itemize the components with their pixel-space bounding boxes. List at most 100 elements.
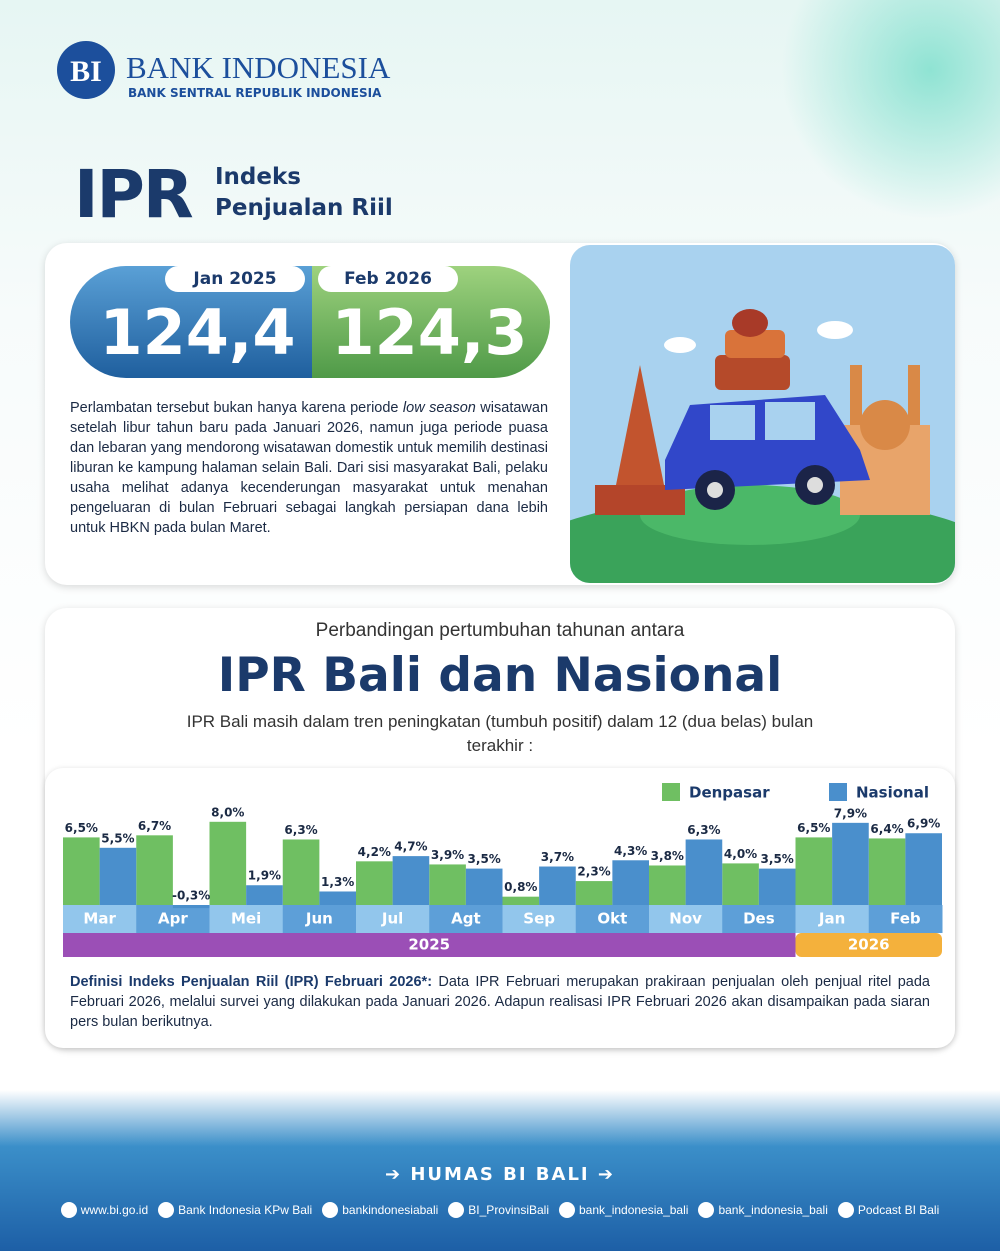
x-tick-label: Apr [158, 910, 188, 928]
value-label: 3,8% [651, 849, 684, 863]
stats-pill: Jan 2025 Feb 2026 124,4 124,3 [70, 266, 550, 378]
bar [319, 891, 356, 905]
link-text: BI_ProvinsiBali [468, 1203, 549, 1217]
chart: Denpasar Nasional Mar Apr Mei Jun Jul Agt Sep Okt… [63, 783, 943, 957]
bar [868, 838, 906, 905]
bar [246, 885, 283, 905]
legend-label: Nasional [856, 784, 929, 802]
bar [63, 837, 100, 905]
link-text: Podcast BI Bali [857, 1203, 940, 1217]
footer-links: www.bi.go.id Bank Indonesia KPw Bali banki… [0, 1202, 1000, 1222]
value-label: 1,9% [248, 869, 281, 883]
value-label: 2,3% [577, 865, 610, 879]
value-label: 6,3% [687, 823, 720, 837]
text: low season [402, 400, 476, 416]
x-tick-label: Agt [451, 910, 481, 928]
bar [575, 881, 613, 905]
value-label: 6,5% [797, 821, 830, 835]
illustration [570, 245, 955, 583]
bar [612, 860, 649, 905]
category-band [429, 905, 503, 933]
bar [795, 837, 833, 905]
icon [322, 1202, 339, 1218]
text: Perlambatan tersebut bukan hanya karena … [70, 400, 403, 416]
category-band [868, 905, 943, 933]
footer-title: ➔ HUMAS BI BALI ➔ [385, 1164, 615, 1185]
icon [60, 1202, 77, 1218]
link-text: bankindonesiabali [342, 1203, 439, 1217]
bar [832, 822, 869, 905]
paragraph: Perlambatan tersebut bukan hanya karena … [70, 398, 548, 538]
footer-link[interactable]: bankindonesiabali [322, 1202, 438, 1218]
footer-link[interactable]: www.bi.go.id [60, 1202, 148, 1218]
bar [356, 861, 393, 905]
footer-title-text: HUMAS BI BALI [410, 1164, 590, 1185]
link-text: bank_indonesia_bali [718, 1203, 828, 1217]
category-band [575, 905, 650, 933]
value-label: 7,9% [834, 806, 867, 820]
category-band [502, 905, 577, 933]
x-tick-label: Mar [83, 910, 116, 928]
value-label: 1,3% [321, 875, 354, 889]
bar [172, 905, 210, 909]
value-label: 3,5% [761, 852, 794, 866]
value-label: -0,3% [172, 889, 210, 903]
icon [158, 1202, 175, 1218]
stat-label: Feb 2026 [318, 266, 458, 292]
bar [539, 866, 576, 905]
logo: BI [57, 41, 115, 99]
category-band [209, 905, 284, 933]
year-label: 2026 [848, 936, 890, 954]
stat-value: 124,3 [331, 296, 528, 369]
value-label: 4,0% [724, 847, 757, 861]
value-label: 3,5% [468, 852, 501, 866]
description: IPR Bali masih dalam tren peningkatan (t… [186, 712, 814, 755]
note-label: Definisi Indeks Penjualan Riil (IPR) Feb… [70, 974, 433, 990]
category-band [649, 905, 723, 933]
legend-swatch [662, 783, 680, 801]
category-band [136, 905, 210, 933]
title-line: Penjualan Riil [215, 195, 393, 221]
bar [136, 835, 173, 905]
value-label: 6,3% [284, 823, 317, 837]
category-band [356, 905, 430, 933]
footer-link[interactable]: bank_indonesia_bali [559, 1202, 688, 1218]
value-label: 6,9% [907, 817, 940, 831]
footer: ➔ HUMAS BI BALI ➔ www.bi.go.id Bank Indon… [0, 1090, 1000, 1251]
year-band [63, 933, 796, 957]
footer-link[interactable]: Podcast BI Bali [837, 1202, 940, 1218]
value-label: 4,7% [394, 840, 427, 854]
footer-link[interactable]: bank_indonesia_bali [698, 1202, 828, 1218]
x-tick-label: Jun [305, 910, 333, 928]
svg-text:BI: BI [70, 55, 102, 88]
icon [448, 1202, 465, 1218]
value-label: 6,4% [870, 822, 903, 836]
x-tick-label: Jul [381, 910, 403, 928]
bar [722, 863, 759, 905]
bank-name: BANK INDONESIA [126, 50, 391, 85]
value-label: 4,3% [614, 844, 647, 858]
bar [392, 856, 430, 905]
footer-link[interactable]: Bank Indonesia KPw Bali [158, 1202, 312, 1218]
year-label: 2025 [408, 936, 450, 954]
bar [465, 868, 503, 905]
footer-link[interactable]: BI_ProvinsiBali [448, 1202, 549, 1218]
x-tick-label: Des [743, 910, 775, 928]
bank-subtitle: BANK SENTRAL REPUBLIK INDONESIA [128, 86, 382, 100]
bar [649, 865, 686, 905]
value-label: 4,2% [358, 845, 391, 859]
ipr-title: IPR [74, 156, 194, 233]
x-tick-label: Okt [597, 910, 627, 928]
x-tick-label: Mei [231, 910, 261, 928]
stat-label: Jan 2025 [165, 266, 305, 292]
value-label: 3,7% [541, 850, 574, 864]
x-tick-label: Nov [669, 910, 702, 928]
link-text: bank_indonesia_bali [579, 1203, 689, 1217]
icon [698, 1202, 715, 1218]
note-text: Data IPR Februari merupakan prakiraan pe… [70, 974, 930, 1030]
x-tick-label: Feb [890, 910, 921, 928]
bar [99, 847, 137, 905]
bar [429, 864, 466, 905]
value-label: 0,8% [504, 880, 537, 894]
